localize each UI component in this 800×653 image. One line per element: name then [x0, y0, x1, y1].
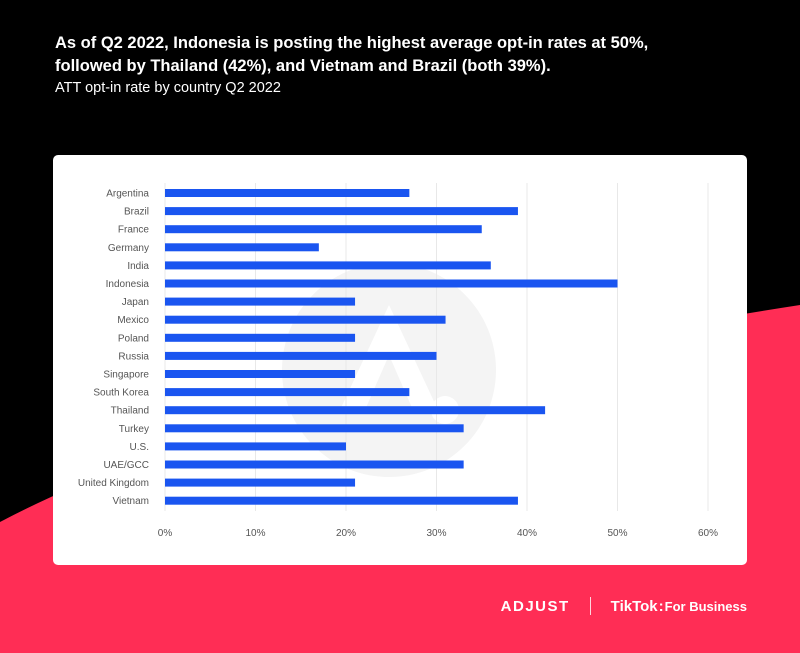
bar: [165, 225, 482, 234]
headline-line-1: As of Q2 2022, Indonesia is posting the …: [55, 34, 649, 52]
y-tick-label: Mexico: [117, 315, 149, 326]
tiktok-logo: TikTok: [610, 597, 658, 615]
x-tick-label: 0%: [158, 528, 173, 539]
y-tick-label: Turkey: [119, 424, 149, 435]
headline-line-2: followed by Thailand (42%), and Vietnam …: [55, 57, 551, 75]
tiktok-separator: :: [658, 597, 664, 615]
grid-lines: [164, 183, 709, 511]
bar: [165, 333, 356, 342]
x-tick-label: 50%: [607, 528, 627, 539]
x-tick-label: 40%: [517, 528, 537, 539]
y-tick-label: Russia: [118, 351, 149, 362]
bar: [165, 460, 464, 469]
bar: [165, 315, 446, 324]
y-tick-label: Thailand: [111, 406, 149, 417]
bar: [165, 243, 319, 252]
y-tick-label: Vietnam: [112, 496, 149, 507]
bar: [165, 496, 518, 505]
x-tick-label: 60%: [698, 528, 718, 539]
bar: [165, 424, 464, 433]
x-tick-label: 20%: [336, 528, 356, 539]
y-tick-label: South Korea: [93, 388, 149, 399]
bar: [165, 261, 491, 270]
y-tick-label: Brazil: [124, 207, 149, 218]
x-tick-label: 10%: [245, 528, 265, 539]
y-tick-label: Poland: [118, 333, 149, 344]
bar: [165, 207, 518, 216]
y-axis-labels: Argentina Brazil France Germany India Indones…: [78, 189, 150, 508]
headline: As of Q2 2022, Indonesia is posting the …: [55, 32, 755, 78]
y-tick-label: Japan: [122, 297, 149, 308]
bar: [165, 388, 410, 397]
y-tick-label: Germany: [108, 243, 149, 254]
y-tick-label: India: [127, 261, 149, 272]
bar: [165, 406, 546, 415]
bar: [165, 279, 618, 288]
bar: [165, 297, 356, 306]
footer-logos: ADJUST TikTok : For Business: [501, 594, 747, 618]
chart-card: Argentina Brazil France Germany India Indones…: [53, 155, 747, 565]
tiktok-for-business-label: For Business: [664, 598, 747, 614]
y-tick-label: Singapore: [103, 370, 149, 381]
y-tick-label: France: [118, 225, 150, 236]
bar-chart: Argentina Brazil France Germany India Indones…: [78, 183, 718, 539]
bars: [165, 189, 618, 505]
y-tick-label: Argentina: [106, 189, 149, 200]
bar: [165, 189, 410, 197]
chart-subtitle: ATT opt-in rate by country Q2 2022: [55, 80, 281, 96]
bar: [165, 442, 346, 451]
y-tick-label: Indonesia: [106, 279, 150, 290]
adjust-logo: ADJUST: [500, 597, 570, 615]
x-tick-label: 30%: [426, 528, 446, 539]
bar: [165, 351, 437, 360]
y-tick-label: United Kingdom: [78, 478, 149, 489]
bar: [165, 370, 356, 378]
y-tick-label: U.S.: [130, 442, 149, 453]
y-tick-label: UAE/GCC: [103, 460, 149, 471]
logo-divider: [589, 597, 591, 615]
x-axis-labels: 0% 10% 20% 30% 40% 50% 60%: [158, 528, 718, 539]
bar: [165, 478, 356, 487]
